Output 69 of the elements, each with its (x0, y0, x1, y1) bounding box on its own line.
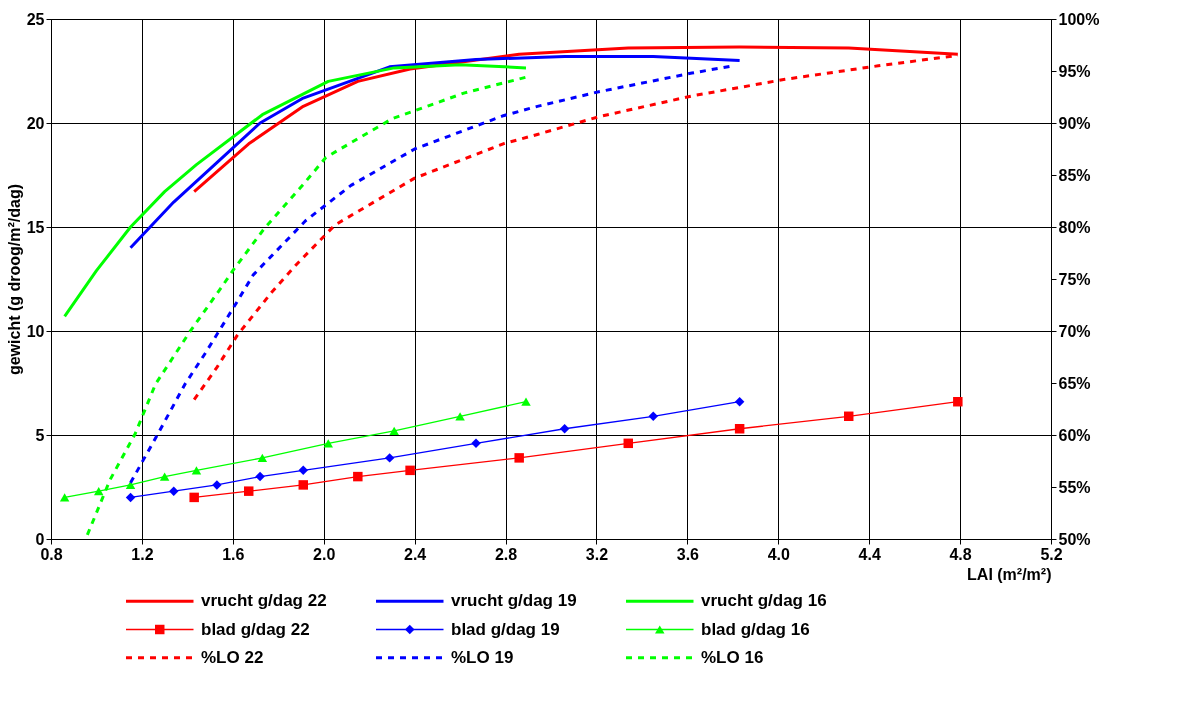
y2-tick-label: 80% (1058, 218, 1091, 236)
point (298, 480, 309, 490)
point (243, 486, 254, 496)
x-tick-label: 5.2 (1040, 545, 1063, 563)
x-tick-label: 0.8 (40, 545, 63, 563)
y-tick-label: 20 (26, 114, 45, 132)
y2-tick-label: 85% (1058, 166, 1091, 184)
point (953, 396, 963, 407)
legend-label: blad g/dag 16 (701, 619, 810, 639)
y2-tick-label: 90% (1058, 114, 1091, 132)
point (455, 412, 465, 421)
point (623, 438, 634, 449)
y2-tick-label: 100% (1058, 10, 1100, 28)
line-series (129, 54, 742, 250)
x-tick-label: 1.6 (222, 545, 245, 563)
y2-tick-label: 50% (1058, 530, 1091, 548)
legend-label: vrucht g/dag 22 (201, 591, 327, 611)
x-tick-label: 2.0 (313, 545, 336, 563)
legend-label: blad g/dag 19 (451, 619, 560, 639)
point (514, 453, 524, 463)
y-axis-title: gewicht (g droog/m²/dag) (5, 183, 23, 376)
point (471, 438, 481, 449)
x-tick-label: 4.4 (858, 545, 881, 563)
legend-label: vrucht g/dag 19 (451, 591, 577, 611)
point (384, 453, 395, 463)
x-tick-label: 2.8 (494, 545, 518, 563)
y-tick-label: 5 (35, 426, 45, 444)
x-tick-label: 2.4 (404, 545, 427, 563)
x-axis-title: LAI (m²/m²) (967, 565, 1052, 583)
point (257, 453, 268, 462)
y2-tick-label: 95% (1058, 62, 1091, 80)
y-tick-label: 15 (26, 218, 45, 236)
legend-label: vrucht g/dag 16 (701, 591, 827, 611)
point (159, 472, 170, 481)
x-tick-label: 3.6 (676, 545, 700, 563)
y2-tick-label: 65% (1058, 374, 1091, 392)
point (93, 487, 104, 496)
line-series (63, 63, 528, 318)
legend-label: %LO 22 (201, 647, 264, 667)
point (125, 492, 136, 503)
y2-tick-label: 75% (1058, 270, 1091, 288)
y2-tick-label: 60% (1058, 426, 1091, 444)
point (734, 424, 745, 434)
point (59, 493, 70, 502)
x-tick-label: 4.0 (767, 545, 790, 563)
x-tick-label: 1.2 (131, 545, 154, 563)
point (405, 465, 415, 476)
y2-tick-label: 55% (1058, 478, 1091, 496)
legend-label: blad g/dag 22 (201, 619, 310, 639)
point (255, 471, 265, 482)
y2-tick-label: 70% (1058, 322, 1091, 340)
point (521, 397, 531, 406)
point (191, 466, 202, 475)
point (298, 465, 309, 476)
point (843, 411, 854, 422)
y-tick-label: 0 (35, 530, 45, 548)
y-tick-label: 25 (26, 10, 45, 28)
point (189, 492, 199, 503)
x-tick-label: 4.8 (949, 545, 972, 563)
legend-label: %LO 19 (451, 647, 514, 667)
y-tick-label: 10 (26, 322, 45, 340)
x-tick-label: 3.2 (585, 545, 609, 563)
point (648, 411, 659, 422)
legend-label: %LO 16 (701, 647, 764, 667)
point (559, 424, 570, 434)
point (734, 396, 745, 407)
point (389, 426, 399, 435)
point (168, 486, 179, 496)
point (353, 471, 363, 482)
